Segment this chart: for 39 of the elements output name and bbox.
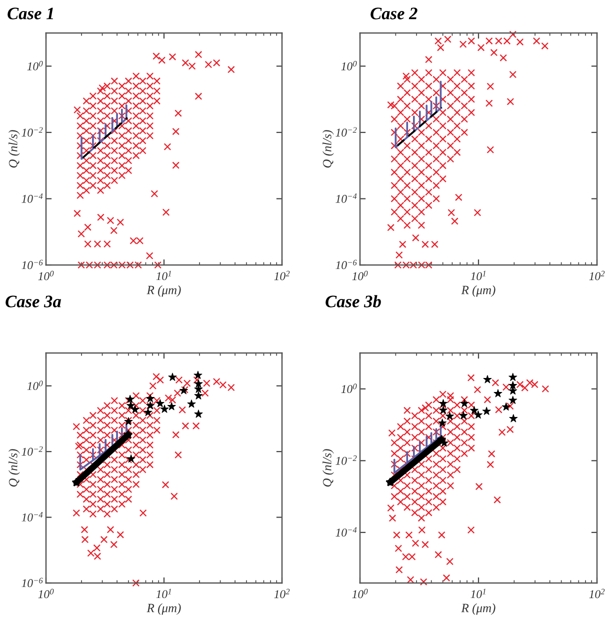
y-tick-label: 10$^{0}$ (341, 384, 357, 394)
y-tick-label: 10$^{−2}$ (336, 127, 357, 137)
y-axis-title: Q (nl/s) (322, 130, 334, 168)
x-tick-label: 10$^{0}$ (352, 588, 368, 598)
x-tick-label: 10$^{1}$ (156, 270, 171, 280)
chart-title: Case 3b (326, 295, 381, 308)
y-tick-label: 10$^{−2}$ (22, 127, 43, 137)
y-tick-label: 10$^{0}$ (27, 380, 43, 390)
y-tick-label: 10$^{−4}$ (336, 527, 357, 537)
x-axis-title: R (μm) (461, 285, 496, 297)
y-axis-title: Q (nl/s) (8, 130, 20, 168)
x-axis-title: R (μm) (461, 603, 496, 615)
y-tick-label: 10$^{0}$ (341, 60, 357, 70)
y-tick-label: 10$^{−6}$ (22, 260, 43, 270)
chart-title: Case 1 (8, 8, 53, 20)
x-tick-label: 10$^{2}$ (589, 588, 605, 598)
y-tick-label: 10$^{−4}$ (22, 512, 43, 522)
x-tick-label: 10$^{0}$ (38, 270, 54, 280)
x-tick-label: 10$^{1}$ (156, 588, 171, 598)
y-axis-title: Q (nl/s) (8, 449, 20, 487)
x-tick-label: 10$^{0}$ (352, 270, 368, 280)
y-tick-label: 10$^{−2}$ (22, 446, 43, 456)
y-tick-label: 10$^{−4}$ (336, 193, 357, 203)
x-tick-label: 10$^{1}$ (470, 270, 486, 280)
x-tick-label: 10$^{1}$ (470, 588, 486, 598)
x-axis-title: R (μm) (146, 603, 181, 615)
x-tick-label: 10$^{2}$ (589, 270, 605, 280)
y-tick-label: 10$^{0}$ (27, 60, 43, 70)
chart-title: Case 3a (6, 296, 62, 308)
x-tick-label: 10$^{2}$ (274, 270, 290, 280)
x-tick-label: 10$^{0}$ (38, 588, 54, 598)
y-axis-title: Q (nl/s) (322, 449, 334, 487)
x-tick-label: 10$^{2}$ (274, 588, 290, 598)
y-tick-label: 10$^{−6}$ (336, 260, 357, 270)
y-tick-label: 10$^{−6}$ (22, 578, 43, 588)
y-tick-label: 10$^{−4}$ (22, 193, 43, 203)
chart-title: Case 2 (370, 8, 418, 20)
x-axis-title: R (μm) (146, 285, 181, 297)
y-tick-label: 10$^{−2}$ (336, 455, 357, 465)
